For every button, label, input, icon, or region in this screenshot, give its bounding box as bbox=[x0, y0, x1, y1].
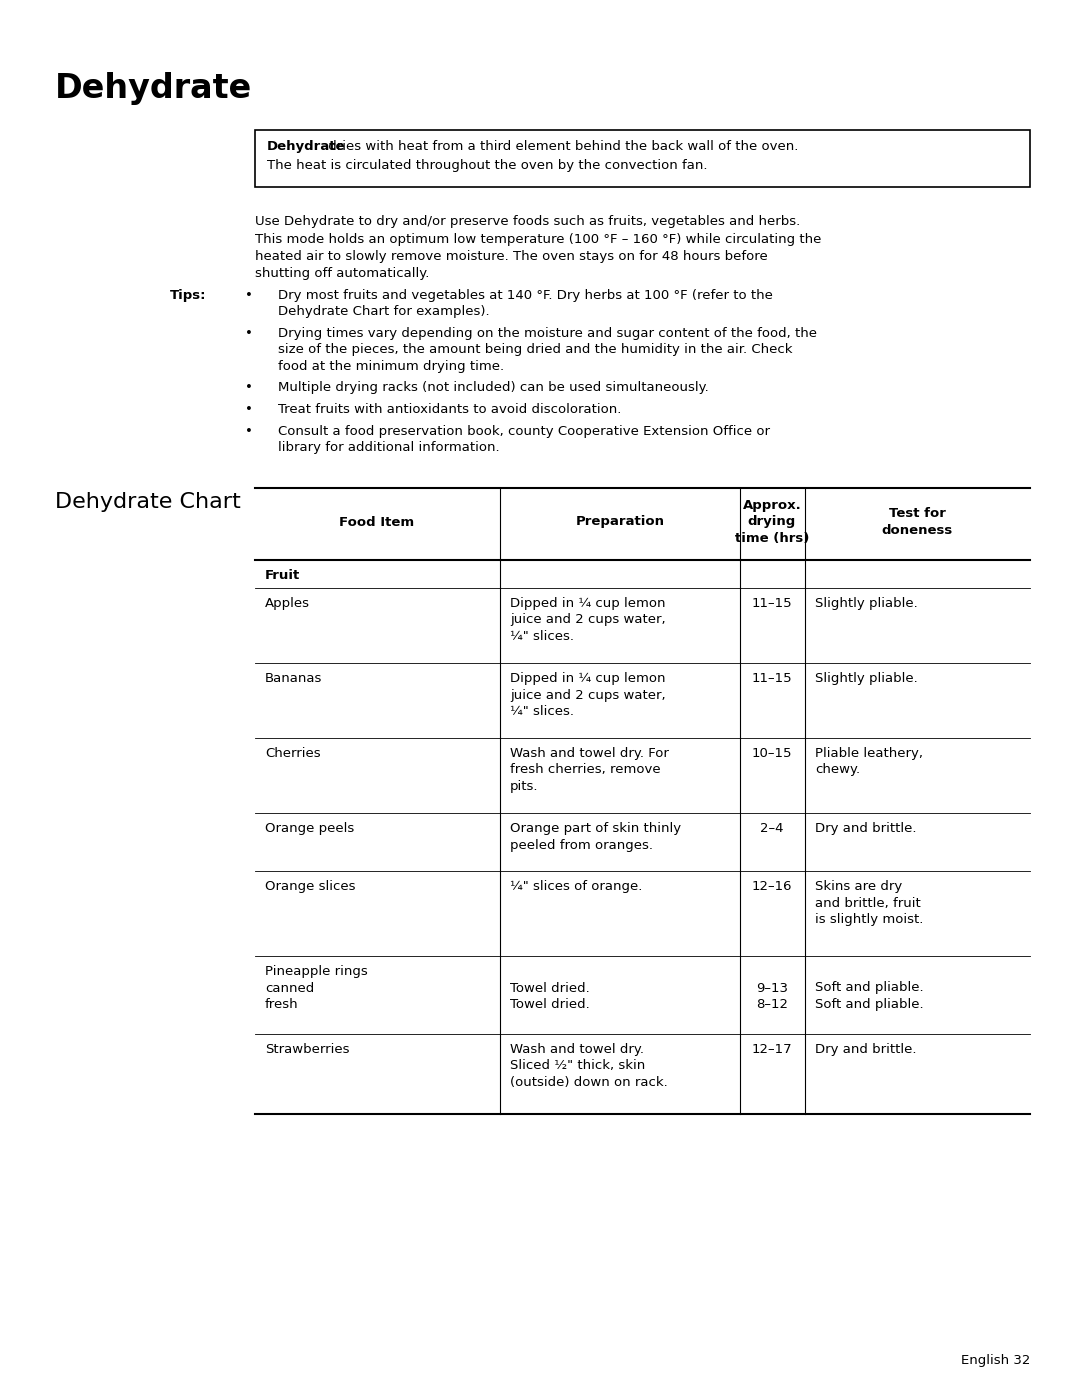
Text: Test for: Test for bbox=[889, 507, 945, 520]
Text: Dry and brittle.: Dry and brittle. bbox=[815, 821, 917, 835]
Text: Preparation: Preparation bbox=[576, 515, 664, 528]
Text: Wash and towel dry.: Wash and towel dry. bbox=[510, 1044, 644, 1056]
Text: 11–15: 11–15 bbox=[752, 597, 793, 610]
Text: chewy.: chewy. bbox=[815, 764, 860, 777]
Text: doneness: doneness bbox=[881, 524, 953, 536]
Text: Pliable leathery,: Pliable leathery, bbox=[815, 747, 923, 760]
Text: Dehydrate Chart: Dehydrate Chart bbox=[55, 493, 241, 513]
Text: Treat fruits with antioxidants to avoid discoloration.: Treat fruits with antioxidants to avoid … bbox=[278, 402, 621, 416]
Text: (outside) down on rack.: (outside) down on rack. bbox=[510, 1076, 667, 1090]
Text: This mode holds an optimum low temperature (100 °F – 160 °F) while circulating t: This mode holds an optimum low temperatu… bbox=[255, 232, 822, 246]
Text: peeled from oranges.: peeled from oranges. bbox=[510, 838, 653, 852]
Text: Soft and pliable.: Soft and pliable. bbox=[815, 982, 923, 995]
Text: Dipped in ¼ cup lemon: Dipped in ¼ cup lemon bbox=[510, 597, 665, 610]
Text: Fruit: Fruit bbox=[265, 569, 300, 583]
Text: drying: drying bbox=[747, 515, 796, 528]
Text: fresh cherries, remove: fresh cherries, remove bbox=[510, 764, 661, 777]
Text: Sliced ½" thick, skin: Sliced ½" thick, skin bbox=[510, 1059, 645, 1073]
Text: Apples: Apples bbox=[265, 597, 310, 610]
Text: Orange peels: Orange peels bbox=[265, 821, 354, 835]
Text: Strawberries: Strawberries bbox=[265, 1044, 350, 1056]
Text: 12–16: 12–16 bbox=[752, 880, 793, 893]
Text: •: • bbox=[245, 425, 253, 437]
Text: Dry most fruits and vegetables at 140 °F. Dry herbs at 100 °F (refer to the: Dry most fruits and vegetables at 140 °F… bbox=[278, 289, 773, 302]
Text: pits.: pits. bbox=[510, 780, 539, 793]
Text: Orange slices: Orange slices bbox=[265, 880, 355, 893]
Text: Dehydrate Chart for examples).: Dehydrate Chart for examples). bbox=[278, 306, 489, 319]
Text: Wash and towel dry. For: Wash and towel dry. For bbox=[510, 747, 669, 760]
Text: The heat is circulated throughout the oven by the convection fan.: The heat is circulated throughout the ov… bbox=[267, 159, 707, 172]
Text: 12–17: 12–17 bbox=[752, 1044, 793, 1056]
Text: Approx.: Approx. bbox=[743, 499, 801, 511]
Text: •: • bbox=[245, 402, 253, 416]
Text: dries with heat from a third element behind the back wall of the oven.: dries with heat from a third element beh… bbox=[324, 140, 798, 154]
Text: Dry and brittle.: Dry and brittle. bbox=[815, 1044, 917, 1056]
Text: Food Item: Food Item bbox=[339, 515, 415, 528]
Text: juice and 2 cups water,: juice and 2 cups water, bbox=[510, 613, 665, 626]
Text: ¼" slices.: ¼" slices. bbox=[510, 630, 573, 643]
Text: Use Dehydrate to dry and/or preserve foods such as fruits, vegetables and herbs.: Use Dehydrate to dry and/or preserve foo… bbox=[255, 215, 800, 228]
Text: ¼" slices of orange.: ¼" slices of orange. bbox=[510, 880, 643, 893]
Text: Dehydrate: Dehydrate bbox=[267, 140, 346, 154]
Text: 11–15: 11–15 bbox=[752, 672, 793, 685]
Text: Towel dried.: Towel dried. bbox=[510, 982, 590, 995]
Text: •: • bbox=[245, 381, 253, 394]
Text: food at the minimum drying time.: food at the minimum drying time. bbox=[278, 360, 504, 373]
Text: fresh: fresh bbox=[265, 997, 299, 1011]
Text: Slightly pliable.: Slightly pliable. bbox=[815, 597, 918, 610]
Text: Consult a food preservation book, county Cooperative Extension Office or: Consult a food preservation book, county… bbox=[278, 425, 770, 437]
Text: Tips:: Tips: bbox=[170, 289, 206, 302]
Text: shutting off automatically.: shutting off automatically. bbox=[255, 267, 430, 281]
Text: Multiple drying racks (not included) can be used simultaneously.: Multiple drying racks (not included) can… bbox=[278, 381, 708, 394]
Text: 8–12: 8–12 bbox=[756, 997, 788, 1011]
Text: 9–13: 9–13 bbox=[756, 982, 788, 995]
Text: Drying times vary depending on the moisture and sugar content of the food, the: Drying times vary depending on the moist… bbox=[278, 327, 816, 339]
Text: and brittle, fruit: and brittle, fruit bbox=[815, 897, 921, 909]
Text: Soft and pliable.: Soft and pliable. bbox=[815, 997, 923, 1011]
Text: time (hrs): time (hrs) bbox=[734, 532, 809, 545]
Text: Orange part of skin thinly: Orange part of skin thinly bbox=[510, 821, 681, 835]
Text: library for additional information.: library for additional information. bbox=[278, 441, 500, 454]
Text: is slightly moist.: is slightly moist. bbox=[815, 914, 923, 926]
Text: Skins are dry: Skins are dry bbox=[815, 880, 902, 893]
Text: Slightly pliable.: Slightly pliable. bbox=[815, 672, 918, 685]
Text: Bananas: Bananas bbox=[265, 672, 322, 685]
FancyBboxPatch shape bbox=[255, 130, 1030, 187]
Text: Towel dried.: Towel dried. bbox=[510, 997, 590, 1011]
Text: ¼" slices.: ¼" slices. bbox=[510, 705, 573, 718]
Text: Dehydrate: Dehydrate bbox=[55, 73, 253, 105]
Text: Dipped in ¼ cup lemon: Dipped in ¼ cup lemon bbox=[510, 672, 665, 685]
Text: •: • bbox=[245, 327, 253, 339]
Text: size of the pieces, the amount being dried and the humidity in the air. Check: size of the pieces, the amount being dri… bbox=[278, 344, 793, 356]
Text: canned: canned bbox=[265, 982, 314, 995]
Text: English 32: English 32 bbox=[960, 1354, 1030, 1368]
Text: 10–15: 10–15 bbox=[752, 747, 793, 760]
Text: 2–4: 2–4 bbox=[760, 821, 784, 835]
Text: •: • bbox=[245, 289, 253, 302]
Text: Cherries: Cherries bbox=[265, 747, 321, 760]
Text: juice and 2 cups water,: juice and 2 cups water, bbox=[510, 689, 665, 701]
Text: Pineapple rings: Pineapple rings bbox=[265, 965, 368, 978]
Text: heated air to slowly remove moisture. The oven stays on for 48 hours before: heated air to slowly remove moisture. Th… bbox=[255, 250, 768, 263]
